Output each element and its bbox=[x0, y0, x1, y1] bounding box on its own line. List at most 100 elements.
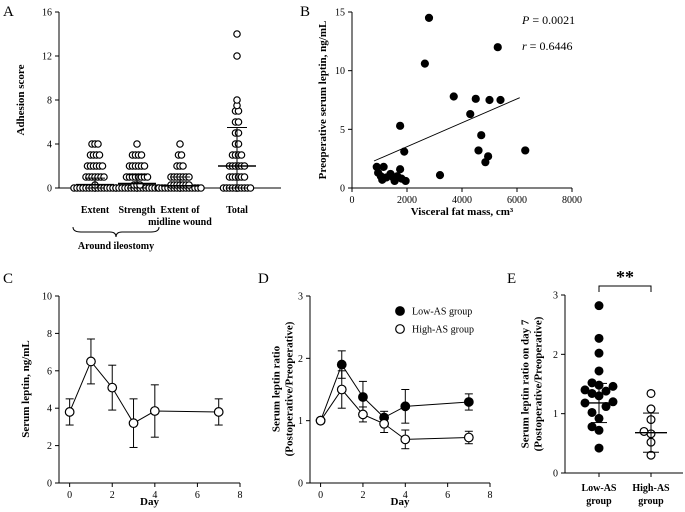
panel-a-data-point bbox=[234, 140, 243, 148]
panel-a-data-point bbox=[143, 173, 152, 181]
panel-d-y-tick-label: 1 bbox=[298, 416, 303, 427]
panel-e-significance-marker: ** bbox=[616, 267, 634, 287]
panel-e-y-axis-title: Serum leptin ratio on day 7 bbox=[520, 319, 532, 448]
panel-e-significance-bracket bbox=[598, 285, 652, 292]
panel-b-stat-value: = 0.0021 bbox=[529, 13, 575, 27]
panel-d-data-point bbox=[358, 392, 368, 402]
panel-c-series-line bbox=[69, 360, 219, 424]
panel-d-data-point bbox=[463, 432, 474, 443]
panel-b-y-tick-label: 15 bbox=[335, 8, 345, 19]
panel-d-y-axis-title: Serum leptin ratio bbox=[271, 345, 283, 432]
panel-c-x-tick-label: 4 bbox=[152, 490, 157, 501]
panel-e-data-point bbox=[608, 397, 618, 407]
panel-a-group-label: Around ileostomy bbox=[78, 241, 154, 252]
panel-b-data-point bbox=[484, 152, 493, 161]
panel-d-data-point bbox=[336, 359, 347, 370]
panel-e-y-tick-label: 1 bbox=[553, 409, 558, 420]
panel-d-series-line bbox=[320, 388, 469, 440]
panel-b-data-point bbox=[449, 92, 458, 101]
panel-e-data-point bbox=[646, 404, 656, 414]
panel-d-series-line bbox=[320, 363, 469, 421]
panel-e-category-label: group bbox=[586, 496, 612, 507]
panel-label-d: D bbox=[258, 271, 269, 287]
panel-b-x-tick-label: 6000 bbox=[507, 195, 527, 206]
panel-e-data-point bbox=[646, 388, 656, 398]
panel-e-data-point bbox=[587, 407, 597, 417]
panel-b-y-tick-label: 5 bbox=[340, 125, 345, 136]
panel-c-y-tick-label: 8 bbox=[47, 329, 52, 340]
panel-b-x-tick-label: 4000 bbox=[452, 195, 472, 206]
panel-b-data-point bbox=[466, 109, 475, 119]
panel-b-data-point bbox=[400, 147, 409, 156]
panel-d-legend-marker bbox=[395, 306, 405, 316]
panel-a-data-point bbox=[133, 140, 141, 148]
panel-d-data-point bbox=[400, 401, 411, 412]
panel-b-data-point bbox=[485, 95, 494, 105]
panel-a-category-label: Total bbox=[226, 205, 248, 216]
panel-e-data-point bbox=[594, 301, 604, 311]
panel-a-data-point bbox=[176, 140, 184, 148]
panel-d-data-point bbox=[379, 418, 390, 429]
panel-b-x-tick-label: 0 bbox=[350, 195, 355, 206]
panel-e-y-axis-title: (Postoperative/Preoperative) bbox=[533, 316, 545, 451]
panel-b-stat-value: = 0.6446 bbox=[527, 39, 573, 53]
panel-a-category-label: Extent bbox=[81, 205, 110, 216]
panel-a-data-point bbox=[95, 151, 104, 159]
panel-c-data-point bbox=[107, 382, 118, 393]
panel-e-y-tick-label: 3 bbox=[553, 291, 558, 302]
panel-b-stat-annotation: P = 0.0021 bbox=[521, 13, 575, 27]
panel-a-data-point bbox=[240, 173, 249, 181]
panel-d-data-point bbox=[315, 415, 326, 426]
panel-c-x-tick-label: 0 bbox=[67, 490, 72, 501]
panel-d-y-axis-title: (Postoperative/Preoperative) bbox=[284, 321, 296, 456]
panel-label-b: B bbox=[300, 4, 310, 20]
panel-a-y-tick-label: 12 bbox=[42, 52, 52, 63]
panel-a-data-point bbox=[136, 181, 144, 189]
panel-a-data-point bbox=[140, 162, 149, 170]
panel-b-data-point bbox=[396, 121, 405, 130]
panel-b-trendline bbox=[373, 97, 520, 162]
panel-e-data-point bbox=[587, 388, 597, 398]
panel-b-data-point bbox=[493, 43, 502, 52]
panel-a-data-point bbox=[234, 129, 243, 137]
panel-c-data-point bbox=[149, 406, 160, 416]
panel-b-data-point bbox=[435, 170, 445, 180]
panel-b-data-point bbox=[396, 165, 405, 174]
panel-label-a: A bbox=[3, 4, 14, 20]
panel-b-data-point bbox=[477, 131, 486, 140]
panel-label-c: C bbox=[3, 271, 13, 287]
panel-e-data-point bbox=[594, 348, 604, 358]
panel-a-category-label: midline wound bbox=[148, 217, 212, 228]
panel-a-category-label: Extent of bbox=[160, 205, 200, 216]
panel-d-legend-label: High-AS group bbox=[412, 325, 474, 336]
panel-b-data-point bbox=[420, 59, 429, 68]
panel-a-data-point bbox=[197, 184, 205, 192]
panel-a-data-point bbox=[233, 52, 241, 60]
panel-d-x-tick-label: 2 bbox=[360, 490, 365, 501]
panel-b-data-point bbox=[471, 94, 480, 103]
panel-e-category-label: Low-AS bbox=[581, 483, 616, 494]
panel-e-data-point bbox=[580, 385, 590, 395]
panel-d-legend-marker bbox=[395, 324, 405, 334]
panel-a-data-point bbox=[177, 151, 186, 159]
panel-d-x-tick-label: 6 bbox=[445, 490, 450, 501]
panel-e-data-point bbox=[594, 443, 604, 453]
panel-b-data-point bbox=[496, 95, 505, 105]
panel-e-category-label: group bbox=[638, 496, 664, 507]
panel-a-group-bracket bbox=[72, 226, 160, 238]
panel-c-data-point bbox=[128, 418, 139, 429]
panel-e-y-axis-title-group: Serum leptin ratio on day 7 (Postoperativ… bbox=[520, 316, 545, 451]
panel-c-data-point bbox=[213, 407, 224, 417]
panel-b-data-point bbox=[474, 146, 483, 155]
panel-d-y-tick-label: 2 bbox=[298, 354, 303, 365]
panel-c-y-axis-title: Serum leptin, ng/mL bbox=[20, 340, 32, 437]
panel-e-data-point bbox=[594, 333, 604, 343]
panel-a-data-point bbox=[137, 151, 146, 159]
panel-d-data-point bbox=[336, 384, 347, 395]
panel-c-data-point bbox=[86, 356, 96, 367]
panel-e-data-point bbox=[587, 422, 597, 432]
panel-d-data-point bbox=[358, 409, 368, 420]
panel-b-stat-symbol: P bbox=[521, 13, 530, 27]
panel-c-y-tick-label: 0 bbox=[47, 479, 52, 490]
